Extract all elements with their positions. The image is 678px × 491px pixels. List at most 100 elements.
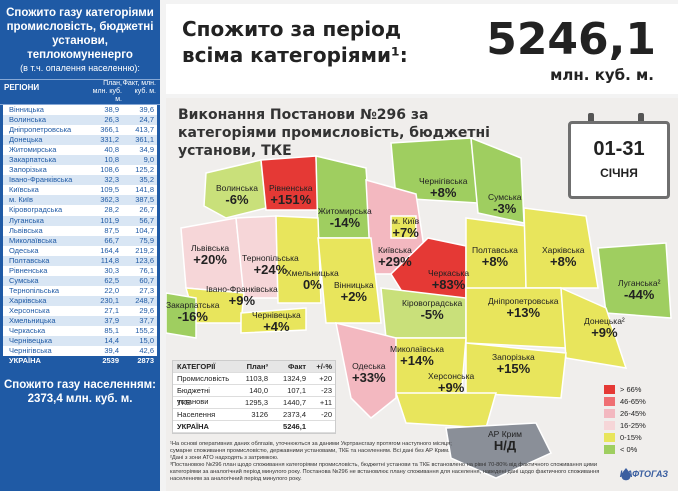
region-plan: 32,3 [104,175,119,185]
region-label-sumy: Сумська -3% [488,192,522,216]
region-fact: 29,6 [139,305,154,315]
header-banner: Спожито за період всіма категоріями¹: 52… [166,4,678,94]
naftogaz-logo-icon [621,468,631,481]
region-label-kyiv: Київська +29% [378,245,412,269]
region-shape-zakarpattia [166,292,197,339]
region-label-crimea: АР Крим Н/Д [488,429,522,453]
table-row: Донецька 331,2 361,1 [3,135,157,146]
region-fact: 37,7 [139,315,154,325]
region-plan: 114,8 [100,255,119,265]
region-plan: 331,2 [100,135,119,145]
region-plan: 230,1 [100,295,119,305]
region-plan: 85,1 [104,326,119,336]
ukraine-map [166,136,672,479]
calendar-month: СІЧНЯ [600,166,638,180]
region-label-kirovohrad: Кіровоградська -5% [402,298,463,322]
region-shape-kyiv-city [390,215,417,239]
total-fact: 2873 [137,356,154,366]
region-label-ternopil: Тернопільська +24% [242,253,299,277]
table-row: Рівненська 30,3 76,1 [3,265,157,276]
regions-sidebar: Спожито газу категоріями промисловість, … [0,0,160,491]
region-name: Житомирська [9,145,57,155]
region-fact: 155,2 [135,326,154,336]
region-name: Харківська [9,295,47,305]
region-name: Чернігівська [9,346,52,356]
region-name: Миколаївська [9,235,57,245]
table-total-row: УКРАЇНА 5246,1 [173,421,335,433]
region-shape-vinnytsia [317,237,382,324]
region-label-mykolaiv: Миколаївська +14% [390,344,444,368]
region-fact: 248,7 [135,295,154,305]
region-name: Рівненська [9,265,48,275]
table-row: Населення 3126 2373,4 -20 [173,409,335,421]
region-rows: Вінницька 38,9 39,6 Волинська 26,3 24,7 Дніп… [3,105,157,357]
region-plan: 366,1 [100,125,119,135]
region-label-luhansk: Луганська² -44% [618,278,661,302]
region-label-zaporizhzhia: Запорізька +15% [492,352,535,376]
region-label-lviv: Львівська +20% [191,243,230,267]
region-name: Сумська [9,275,39,285]
table-row: Промисловість 1103,8 1324,9 +20 [173,373,335,385]
table-row: м. Київ 362,3 387,5 [3,195,157,206]
population-title: Спожито газу населенням: [3,379,156,392]
region-name: Дніпропетровська [9,125,72,135]
region-name: Київська [9,185,39,195]
region-name: Івано-Франківська [9,175,73,185]
region-shape-odesa [335,321,397,420]
table-header-row: КАТЕГОРІЇ План³ Факт +/-% [173,361,335,373]
region-label-odesa: Одеська +33% [352,361,386,385]
calendar-icon: 01-31 СІЧНЯ [566,113,670,199]
region-fact: 42,6 [139,346,154,356]
region-label-cherkasy: Черкаська +83% [428,268,470,292]
naftogaz-logo: НАФТОГАЗ [620,467,668,483]
region-fact: 125,2 [135,165,154,175]
region-plan: 38,9 [104,105,119,114]
total-consumption-value: 5246,1 [486,14,656,65]
region-name: Закарпатська [9,155,57,165]
table-row: Закарпатська 10,8 9,0 [3,155,157,166]
region-label-chernihiv: Чернігівська +8% [419,176,468,200]
region-label-ivano-frankivsk: Івано-Франківська +9% [206,284,278,308]
region-shape-donetsk [560,286,628,369]
population-value: 2373,4 млн. куб. м. [27,393,133,406]
header-title-line2: всіма категоріями¹: [182,43,408,67]
calendar-body: 01-31 СІЧНЯ [568,121,670,199]
region-fact: 34,9 [139,145,154,155]
map-panel: Виконання Постанови №296 за категоріями … [166,98,678,491]
legend-item: < 0% [604,443,664,455]
map-subtitle: Виконання Постанови №296 за категоріями … [178,107,490,159]
sidebar-title: Спожито газу категоріями промисловість, … [6,7,154,61]
legend-item: 16-25% [604,419,664,431]
region-name: Чернівецька [9,336,53,346]
region-fact: 413,7 [135,125,154,135]
table-row: Полтавська 114,8 123,6 [3,255,157,266]
region-name: Вінницька [9,105,44,114]
col-region: РЕГІОНИ [4,83,40,92]
region-fact: 15,0 [139,336,154,346]
total-plan: 2539 [102,356,119,366]
region-name: м. Київ [9,195,33,205]
region-plan: 87,5 [104,225,119,235]
region-fact: 39,6 [139,105,154,114]
table-row: Львівська 87,5 104,7 [3,225,157,236]
region-label-poltava: Полтавська +8% [472,245,518,269]
table-row: Волинська 26,3 24,7 [3,115,157,126]
col-plan: План, млн. куб. м. [92,80,122,103]
region-plan: 37,9 [104,315,119,325]
table-row: Бюджетні установи 140,0 107,1 -23 [173,385,335,406]
population-summary: Спожито газу населенням: 2373,4 млн. куб… [0,378,160,406]
region-label-kherson: Херсонська +9% [428,371,475,395]
region-plan: 22,0 [104,285,119,295]
region-plan: 164,4 [100,245,119,255]
region-name: Донецька [9,135,43,145]
legend-item: 26-45% [604,407,664,419]
region-fact: 26,7 [139,205,154,215]
region-fact: 35,2 [139,175,154,185]
region-fact: 387,5 [135,195,154,205]
table-row: Сумська 62,5 60,7 [3,275,157,286]
table-row: Житомирська 40,8 34,9 [3,145,157,156]
categories-table: КАТЕГОРІЇ План³ Факт +/-% Промисловість … [172,360,336,434]
region-fact: 123,6 [135,255,154,265]
region-fact: 75,9 [139,235,154,245]
region-shape-luhansk [597,242,672,319]
